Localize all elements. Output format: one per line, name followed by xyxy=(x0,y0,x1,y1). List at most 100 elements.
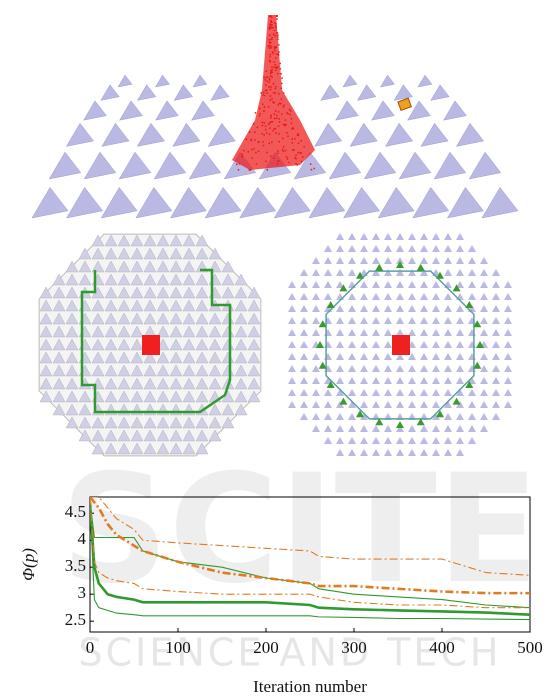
point xyxy=(268,81,270,83)
camera xyxy=(300,281,308,288)
camera xyxy=(420,317,428,324)
camera xyxy=(300,401,308,408)
camera xyxy=(360,293,368,300)
point xyxy=(263,134,265,136)
camera xyxy=(372,341,380,348)
camera xyxy=(348,437,356,444)
x-tick-label: 500 xyxy=(517,638,543,657)
camera xyxy=(348,257,356,264)
camera xyxy=(396,269,404,276)
camera xyxy=(480,377,488,384)
top-view-left xyxy=(39,234,261,456)
figure: SCITE SCIENCE AND TECH 2.533.544.5010020… xyxy=(0,0,550,698)
point xyxy=(277,32,279,34)
point xyxy=(272,121,274,123)
camera xyxy=(396,365,404,372)
camera xyxy=(396,437,404,444)
point xyxy=(270,115,272,117)
point xyxy=(255,152,257,154)
point xyxy=(269,61,271,63)
point xyxy=(301,152,303,154)
camera xyxy=(504,341,512,348)
camera xyxy=(312,401,320,408)
point xyxy=(266,70,268,72)
point xyxy=(275,64,277,66)
camera xyxy=(300,329,308,336)
camera xyxy=(384,269,392,276)
camera xyxy=(456,365,464,372)
camera xyxy=(208,123,235,146)
point xyxy=(286,132,288,134)
camera xyxy=(336,269,344,276)
camera xyxy=(408,293,416,300)
camera xyxy=(309,187,345,218)
point xyxy=(272,51,274,53)
point xyxy=(288,162,290,164)
point xyxy=(278,141,280,143)
camera xyxy=(468,437,476,444)
camera xyxy=(468,293,476,300)
camera xyxy=(492,293,500,300)
point xyxy=(280,103,282,105)
camera xyxy=(336,317,344,324)
camera xyxy=(504,317,512,324)
camera xyxy=(408,233,416,240)
camera xyxy=(67,187,103,218)
point xyxy=(295,154,297,156)
point xyxy=(274,118,276,120)
point xyxy=(275,25,277,27)
camera xyxy=(360,341,368,348)
point xyxy=(285,150,287,152)
point xyxy=(263,122,265,124)
point xyxy=(271,98,273,100)
camera xyxy=(336,377,344,384)
point xyxy=(287,136,289,138)
point xyxy=(298,134,300,136)
point xyxy=(270,75,272,77)
point xyxy=(281,77,283,79)
camera xyxy=(384,245,392,252)
camera xyxy=(336,353,344,360)
camera xyxy=(324,281,332,288)
point xyxy=(279,68,281,70)
camera xyxy=(385,123,412,146)
watermark: SCITE xyxy=(61,443,540,617)
point xyxy=(261,133,263,135)
camera xyxy=(324,245,332,252)
point xyxy=(270,15,272,17)
camera xyxy=(420,293,428,300)
camera xyxy=(360,305,368,312)
camera xyxy=(288,353,296,360)
point xyxy=(275,23,277,25)
camera xyxy=(408,401,416,408)
camera xyxy=(482,187,518,218)
camera xyxy=(504,305,512,312)
camera xyxy=(360,425,368,432)
point xyxy=(278,54,280,56)
camera xyxy=(300,389,308,396)
camera xyxy=(312,389,320,396)
point xyxy=(269,25,271,27)
point xyxy=(251,157,253,159)
point xyxy=(279,121,281,123)
camera xyxy=(432,233,440,240)
camera xyxy=(348,353,356,360)
x-tick-label: 400 xyxy=(429,638,455,657)
point xyxy=(270,156,272,158)
camera xyxy=(336,341,344,348)
camera xyxy=(344,187,380,218)
point xyxy=(274,29,276,31)
camera xyxy=(101,85,119,101)
point xyxy=(262,104,264,106)
camera xyxy=(84,101,107,120)
camera xyxy=(408,269,416,276)
point xyxy=(293,128,295,130)
point xyxy=(269,54,271,56)
camera xyxy=(444,293,452,300)
camera xyxy=(492,317,500,324)
camera xyxy=(456,257,464,264)
camera xyxy=(102,123,129,146)
point xyxy=(263,111,265,113)
camera xyxy=(156,75,170,87)
camera xyxy=(408,425,416,432)
